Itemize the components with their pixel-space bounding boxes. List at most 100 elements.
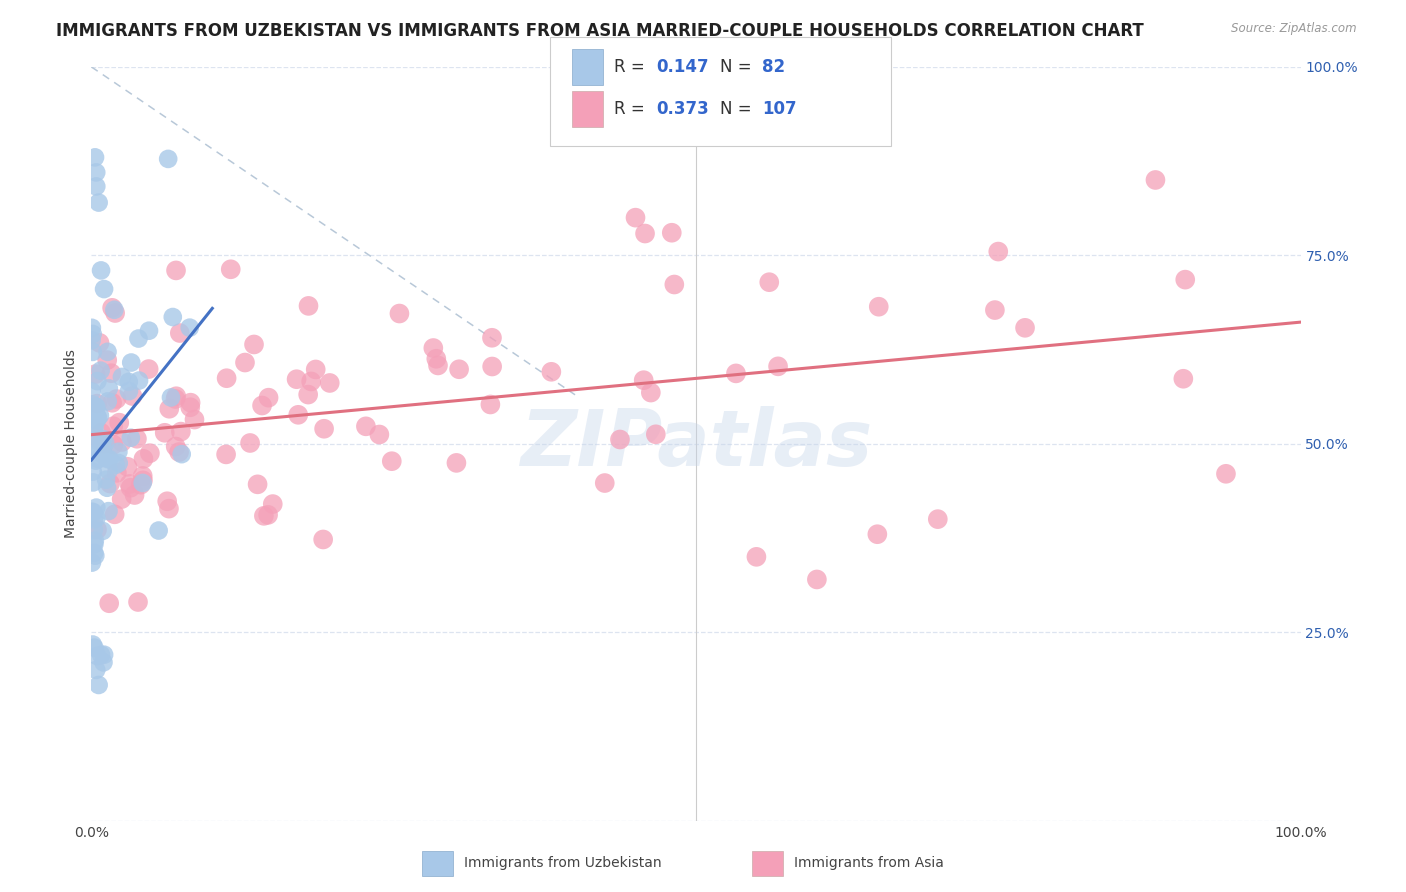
Point <box>170 447 193 461</box>
Point <box>86 648 108 663</box>
Point <box>253 508 276 523</box>
Point <box>138 324 160 338</box>
Point <box>84 433 107 447</box>
Point <box>1144 173 1167 187</box>
Point <box>94 473 117 487</box>
Point <box>94 436 117 450</box>
Point <box>80 401 103 416</box>
Point <box>83 523 105 537</box>
Point <box>219 262 242 277</box>
Point <box>233 355 256 369</box>
Point <box>100 366 122 380</box>
Point <box>132 451 155 466</box>
Text: 0.147: 0.147 <box>657 58 709 76</box>
Point <box>83 421 105 435</box>
Point <box>118 477 141 491</box>
Point <box>80 384 103 399</box>
Point <box>111 435 134 450</box>
Point <box>83 420 105 434</box>
Point <box>93 437 115 451</box>
Point <box>170 425 193 439</box>
Point <box>96 353 118 368</box>
Point <box>984 303 1007 318</box>
Text: IMMIGRANTS FROM UZBEKISTAN VS IMMIGRANTS FROM ASIA MARRIED-COUPLE HOUSEHOLDS COR: IMMIGRANTS FROM UZBEKISTAN VS IMMIGRANTS… <box>56 22 1144 40</box>
Point <box>82 505 104 519</box>
Point <box>127 595 149 609</box>
Point <box>80 334 103 348</box>
Point <box>125 432 148 446</box>
Point <box>381 454 404 468</box>
Point <box>132 474 155 488</box>
Point <box>806 573 828 587</box>
Point <box>118 375 141 389</box>
Point <box>118 384 141 399</box>
Point <box>86 413 108 427</box>
Point <box>157 152 180 166</box>
Point <box>108 416 131 430</box>
Point <box>86 400 108 414</box>
Point <box>640 385 662 400</box>
Point <box>633 373 655 387</box>
Point <box>97 504 120 518</box>
Point <box>314 422 336 436</box>
Point <box>257 508 280 522</box>
Point <box>239 436 262 450</box>
Point <box>87 678 110 692</box>
Point <box>368 427 391 442</box>
Point <box>422 341 444 355</box>
Point <box>624 211 647 225</box>
Point <box>83 537 105 551</box>
Point <box>262 497 284 511</box>
Point <box>257 391 280 405</box>
Point <box>167 445 190 459</box>
Point <box>97 464 120 478</box>
Point <box>104 306 127 320</box>
Point <box>93 449 115 463</box>
Point <box>745 549 768 564</box>
Point <box>90 364 112 378</box>
Text: Immigrants from Asia: Immigrants from Asia <box>794 856 945 871</box>
Text: 0.373: 0.373 <box>657 100 710 118</box>
Point <box>987 244 1010 259</box>
Point <box>90 425 112 440</box>
Point <box>124 488 146 502</box>
Point <box>157 401 180 416</box>
Point <box>90 648 112 662</box>
Point <box>93 648 115 662</box>
Point <box>98 596 121 610</box>
Point <box>111 370 134 384</box>
Point <box>97 394 120 409</box>
Point <box>89 335 111 350</box>
Point <box>664 277 686 292</box>
Point <box>86 397 108 411</box>
Point <box>86 409 108 424</box>
Point <box>156 494 179 508</box>
Point <box>1173 372 1195 386</box>
Point <box>84 500 107 515</box>
Point <box>120 431 142 445</box>
Point <box>83 512 105 526</box>
Point <box>101 396 124 410</box>
Point <box>91 438 114 452</box>
Point <box>90 263 112 277</box>
Point <box>183 412 205 426</box>
Point <box>84 165 107 179</box>
Point <box>766 359 789 374</box>
Point <box>89 409 111 423</box>
Point <box>105 466 128 480</box>
Point <box>285 372 308 386</box>
Point <box>157 501 180 516</box>
Text: ZIPatlas: ZIPatlas <box>520 406 872 482</box>
Point <box>87 195 110 210</box>
Point <box>121 389 143 403</box>
Point <box>82 465 104 479</box>
Point <box>101 301 124 315</box>
Point <box>243 337 266 351</box>
Point <box>446 456 468 470</box>
Text: R =: R = <box>614 58 651 76</box>
Point <box>758 275 780 289</box>
Point <box>160 391 183 405</box>
Point <box>82 475 104 490</box>
Point <box>84 179 107 194</box>
Point <box>117 459 139 474</box>
